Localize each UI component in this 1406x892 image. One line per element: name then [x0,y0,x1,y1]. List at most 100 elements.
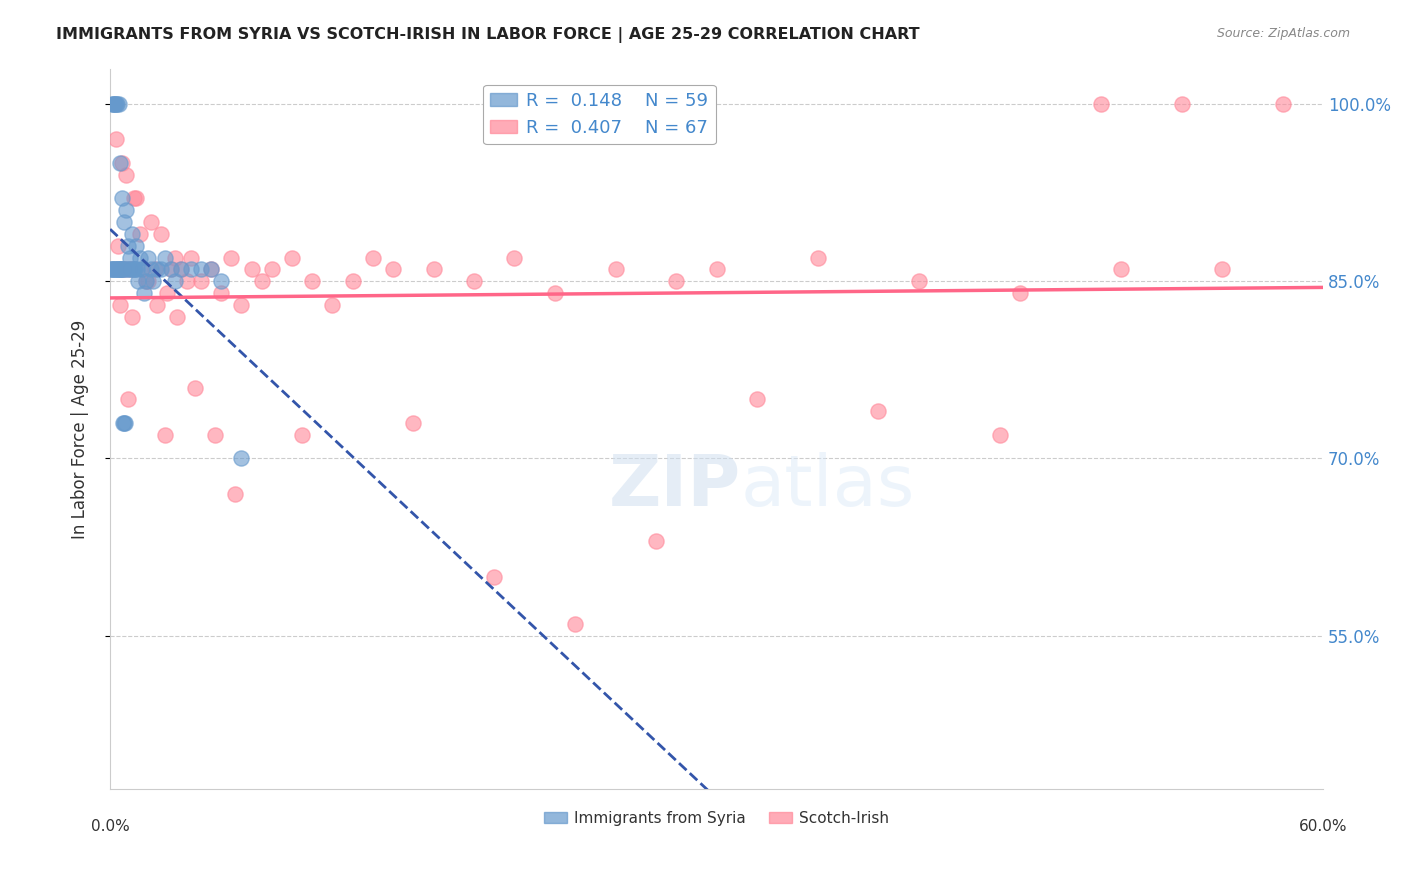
Point [115,203,138,218]
Point [131,262,153,277]
Point [112,215,135,229]
Point [988,427,1011,442]
Point [110,262,132,277]
Point [125,192,148,206]
Point [1109,262,1132,277]
Text: 0.0%: 0.0% [91,819,129,834]
Point [120,262,142,277]
Point [111,192,134,206]
Point [112,416,135,430]
Point [1211,262,1233,277]
Point [564,616,586,631]
Point [120,262,142,277]
Point [107,239,129,253]
Point [105,132,128,146]
Point [190,262,212,277]
Point [231,451,253,466]
Legend: Immigrants from Syria, Scotch-Irish: Immigrants from Syria, Scotch-Irish [537,805,896,832]
Point [127,274,149,288]
Point [107,262,129,277]
Point [645,534,668,549]
Point [120,251,142,265]
Point [1170,97,1192,112]
Point [544,285,567,300]
Point [100,262,122,277]
Point [139,262,162,277]
Point [101,97,124,112]
Point [105,262,128,277]
Point [503,251,526,265]
Point [240,262,263,277]
Point [159,262,181,277]
Text: IMMIGRANTS FROM SYRIA VS SCOTCH-IRISH IN LABOR FORCE | AGE 25-29 CORRELATION CHA: IMMIGRANTS FROM SYRIA VS SCOTCH-IRISH IN… [56,27,920,43]
Point [122,262,145,277]
Point [124,262,146,277]
Point [1008,285,1031,300]
Point [176,274,198,288]
Point [135,274,157,288]
Point [124,262,146,277]
Point [125,239,148,253]
Point [127,262,149,277]
Point [745,392,768,407]
Point [117,262,139,277]
Point [665,274,688,288]
Point [163,274,186,288]
Point [868,404,890,418]
Point [224,487,246,501]
Point [103,97,125,112]
Point [204,427,226,442]
Point [361,251,384,265]
Point [108,298,131,312]
Point [111,262,134,277]
Point [111,156,134,170]
Point [114,416,136,430]
Point [301,274,323,288]
Point [135,274,157,288]
Point [605,262,627,277]
Point [121,310,143,324]
Point [291,427,314,442]
Point [105,97,128,112]
Point [131,262,153,277]
Text: 60.0%: 60.0% [1299,819,1347,834]
Text: Source: ZipAtlas.com: Source: ZipAtlas.com [1216,27,1350,40]
Point [260,262,283,277]
Point [382,262,405,277]
Point [115,168,138,182]
Point [200,262,222,277]
Point [100,262,122,277]
Point [101,262,124,277]
Point [321,298,343,312]
Point [422,262,444,277]
Point [105,97,128,112]
Point [134,285,156,300]
Point [103,262,125,277]
Point [139,215,162,229]
Point [104,262,127,277]
Point [153,427,176,442]
Y-axis label: In Labor Force | Age 25-29: In Labor Force | Age 25-29 [72,319,89,539]
Point [342,274,364,288]
Point [170,262,193,277]
Point [149,262,172,277]
Point [117,392,139,407]
Point [112,262,135,277]
Text: ZIP: ZIP [609,452,741,521]
Point [103,262,125,277]
Point [143,262,166,277]
Point [170,262,193,277]
Point [111,416,134,430]
Point [141,274,163,288]
Point [484,569,506,583]
Point [1271,97,1294,112]
Point [163,251,186,265]
Text: atlas: atlas [741,452,915,521]
Point [145,298,167,312]
Point [166,310,188,324]
Point [200,262,222,277]
Point [159,262,181,277]
Point [101,97,124,112]
Point [180,262,202,277]
Point [121,227,143,241]
